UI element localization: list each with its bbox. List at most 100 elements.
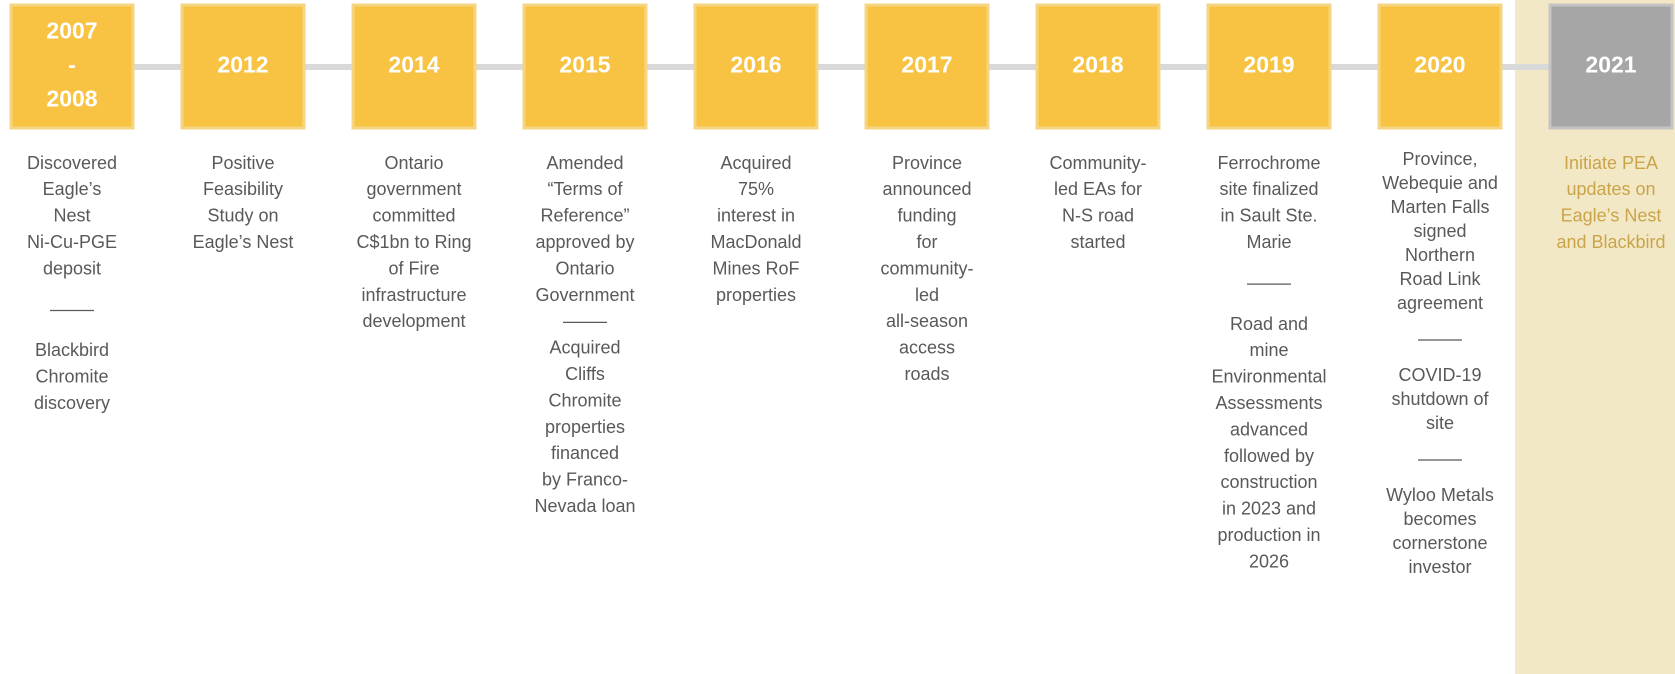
description-line: investor xyxy=(1408,557,1471,577)
description-line: for xyxy=(916,232,937,252)
description-line: Northern xyxy=(1405,245,1475,265)
description-line: government xyxy=(366,179,461,199)
year-box xyxy=(9,3,135,130)
description-line: Ontario xyxy=(384,153,443,173)
description-line: Nest xyxy=(53,206,90,226)
description-line: Community- xyxy=(1049,153,1146,173)
description-line: in 2023 and xyxy=(1222,499,1316,519)
description-line: deposit xyxy=(43,258,101,278)
description-line: Government xyxy=(535,285,634,305)
year-box xyxy=(351,3,477,130)
year-label: 2016 xyxy=(730,52,781,78)
description-line: properties xyxy=(545,417,625,437)
year-box xyxy=(1035,3,1161,130)
year-label: 2012 xyxy=(217,52,268,78)
description-line: infrastructure xyxy=(361,285,466,305)
year-box xyxy=(1548,3,1674,130)
description-line: interest in xyxy=(717,206,795,226)
description-line: funding xyxy=(897,206,956,226)
year-label: 2018 xyxy=(1072,52,1123,78)
description-line: roads xyxy=(904,364,949,384)
description-line: Assessments xyxy=(1215,393,1322,413)
year-label: 2015 xyxy=(559,52,610,78)
description-line: Eagle’s Nest xyxy=(193,232,294,252)
description-line: C$1bn to Ring xyxy=(356,232,471,252)
description-line: led EAs for xyxy=(1054,179,1142,199)
description-line: N-S road xyxy=(1062,206,1134,226)
description-line: Feasibility xyxy=(203,179,283,199)
description-line: 75% xyxy=(738,179,774,199)
description-line: Acquired xyxy=(720,153,791,173)
year-label: 2014 xyxy=(388,52,439,78)
description-line: approved by xyxy=(535,232,634,252)
description-line: financed xyxy=(551,443,619,463)
description-line: all-season xyxy=(886,311,968,331)
description-line: Webequie and xyxy=(1382,173,1498,193)
description-line: led xyxy=(915,285,939,305)
description-line: Ni-Cu-PGE xyxy=(27,232,117,252)
year-box xyxy=(1377,3,1503,130)
description-line: Positive xyxy=(211,153,274,173)
description-line: Acquired xyxy=(549,338,620,358)
description-line: started xyxy=(1070,232,1125,252)
description-line: becomes xyxy=(1403,509,1476,529)
description-line: signed xyxy=(1413,221,1466,241)
description-line: Eagle’s Nest xyxy=(1561,206,1662,226)
description-line: Chromite xyxy=(548,390,621,410)
description-line: Discovered xyxy=(27,153,117,173)
description-line: Cliffs xyxy=(565,364,605,384)
description-line: site finalized xyxy=(1219,179,1318,199)
description-line: in Sault Ste. xyxy=(1220,206,1317,226)
description-line: Marten Falls xyxy=(1390,197,1489,217)
description-line: Amended xyxy=(546,153,623,173)
description-line: mine xyxy=(1249,340,1288,360)
description-line: Reference” xyxy=(540,206,629,226)
description-line: shutdown of xyxy=(1391,389,1489,409)
description-line: site xyxy=(1426,413,1454,433)
description-line: Nevada loan xyxy=(534,496,635,516)
description-line: properties xyxy=(716,285,796,305)
year-label: 2007 xyxy=(46,18,97,44)
description-line: of Fire xyxy=(388,258,439,278)
description-line: “Terms of xyxy=(547,179,623,199)
description-line: announced xyxy=(882,179,971,199)
description-line: and Blackbird xyxy=(1556,232,1665,252)
year-box xyxy=(864,3,990,130)
description-line: MacDonald xyxy=(710,232,801,252)
description-line: COVID-19 xyxy=(1398,365,1481,385)
description-line: Blackbird xyxy=(35,340,109,360)
description-line: Initiate PEA xyxy=(1564,153,1658,173)
description-line: Marie xyxy=(1246,232,1291,252)
year-box xyxy=(522,3,648,130)
description-line: Province, xyxy=(1402,149,1477,169)
description-line: construction xyxy=(1220,472,1317,492)
year-label: 2019 xyxy=(1243,52,1294,78)
description-line: Study on xyxy=(207,206,278,226)
year-box xyxy=(693,3,819,130)
description-line: development xyxy=(362,311,465,331)
description-line: updates on xyxy=(1566,179,1655,199)
year-label: - xyxy=(68,52,76,78)
year-label: 2021 xyxy=(1585,52,1636,78)
description-line: cornerstone xyxy=(1392,533,1487,553)
description-line: production in xyxy=(1217,525,1320,545)
description-line: Chromite xyxy=(35,367,108,387)
description-line: Road and xyxy=(1230,314,1308,334)
year-box xyxy=(180,3,306,130)
description-line: Environmental xyxy=(1211,367,1326,387)
description-line: discovery xyxy=(34,393,110,413)
year-label: 2008 xyxy=(46,86,97,112)
description-line: Wyloo Metals xyxy=(1386,485,1494,505)
description-line: agreement xyxy=(1397,293,1483,313)
description-line: Ferrochrome xyxy=(1217,153,1320,173)
description-line: 2026 xyxy=(1249,551,1289,571)
description-line: followed by xyxy=(1224,446,1314,466)
description-line: Ontario xyxy=(555,258,614,278)
description-line: Road Link xyxy=(1399,269,1481,289)
description-line: committed xyxy=(372,206,455,226)
description-line: Province xyxy=(892,153,962,173)
description-line: Eagle’s xyxy=(43,179,102,199)
description-line: by Franco- xyxy=(542,470,628,490)
year-box xyxy=(1206,3,1332,130)
